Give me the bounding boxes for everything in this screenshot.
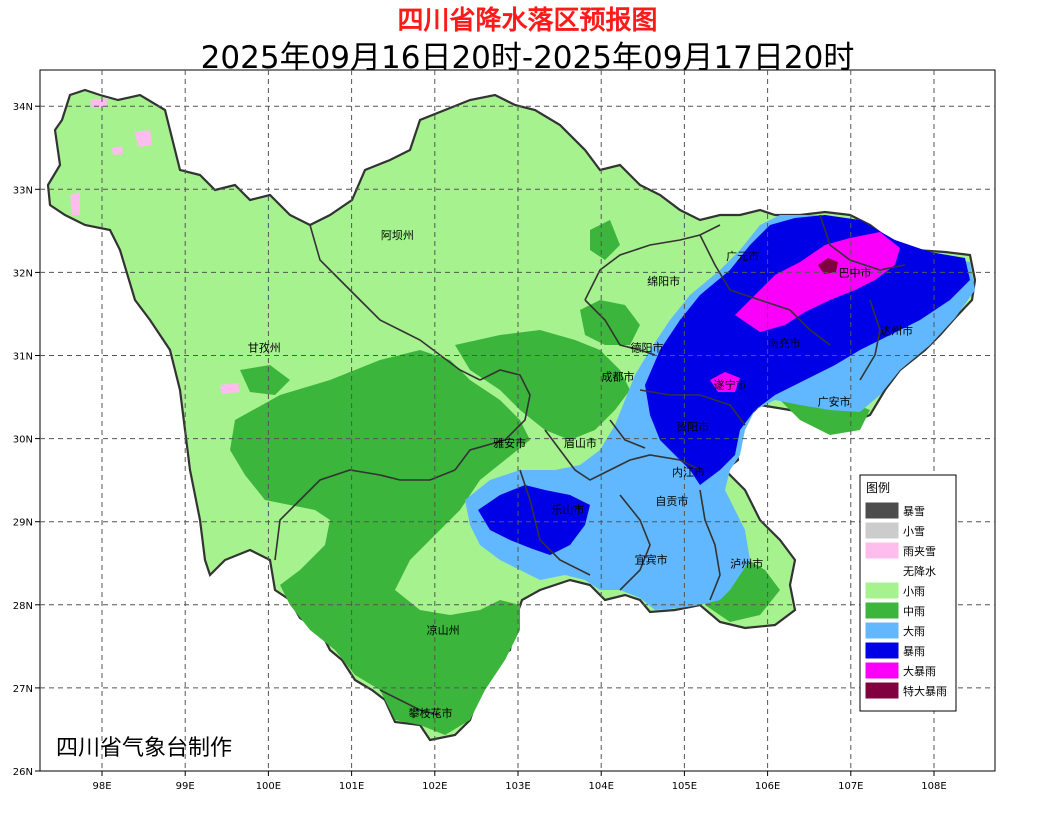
legend-label: 特大暴雨 (903, 684, 947, 698)
map-title: 四川省降水落区预报图 (397, 6, 658, 36)
legend-swatch (865, 622, 899, 639)
tick-label-lon: 104E (588, 781, 613, 792)
city-label: 广安市 (818, 394, 851, 408)
legend-swatch (865, 682, 899, 699)
legend-swatch (865, 502, 899, 519)
tick-label-lat: 33N (13, 185, 33, 196)
tick-label-lon: 101E (339, 781, 364, 792)
legend-swatch (865, 642, 899, 659)
tick-label-lon: 108E (921, 781, 946, 792)
city-label: 南充市 (768, 336, 801, 350)
rainstorm-area-south (478, 485, 590, 555)
city-label: 绵阳市 (647, 274, 680, 288)
tick-label-lon: 103E (505, 781, 530, 792)
tick-label-lat: 27N (13, 684, 33, 695)
tick-label-lat: 30N (13, 435, 33, 446)
city-label: 达州市 (880, 324, 913, 338)
tick-label-lon: 98E (92, 781, 111, 792)
sleet-spots (70, 98, 240, 394)
tick-label-lat: 26N (13, 767, 33, 778)
tick-label-lon: 105E (672, 781, 697, 792)
city-label: 德阳市 (630, 340, 663, 354)
axis-ticks: 98E 99E 100E 101E 102E 103E 104E 105E 106E 107E 10… (13, 102, 947, 792)
torrential-rain-area (735, 232, 900, 332)
legend-swatch (865, 662, 899, 679)
tick-label-lon: 99E (176, 781, 195, 792)
city-label: 宜宾市 (635, 552, 668, 566)
legend-swatch (865, 522, 899, 539)
credit-text: 四川省气象台制作 (56, 736, 233, 761)
tick-label-lon: 102E (422, 781, 447, 792)
city-label: 阿坝州 (381, 228, 414, 242)
legend-title: 图例 (866, 481, 890, 495)
city-label: 资阳市 (676, 419, 709, 433)
legend-label: 雨夹雪 (903, 545, 936, 558)
graticule (40, 70, 995, 771)
city-label: 雅安市 (493, 436, 526, 450)
legend-label: 无降水 (903, 564, 936, 578)
city-label: 甘孜州 (248, 340, 281, 354)
tick-label-lat: 29N (13, 518, 33, 529)
city-label: 遂宁市 (714, 378, 747, 392)
legend-label: 暴雨 (903, 645, 925, 658)
city-label: 自贡市 (655, 494, 688, 508)
legend-label: 中雨 (903, 605, 925, 618)
extraordinary-rainstorm-spot (818, 258, 838, 274)
city-label: 内江市 (672, 465, 705, 479)
tick-label-lat: 28N (13, 601, 33, 612)
tick-label-lat: 32N (13, 268, 33, 279)
legend-label: 大雨 (903, 624, 925, 638)
tick-label-lon: 106E (755, 781, 780, 792)
city-label: 广元市 (726, 249, 759, 263)
prefecture-boundaries (274, 214, 906, 716)
legend-label: 暴雪 (903, 505, 925, 518)
tick-label-lat: 31N (13, 352, 33, 363)
legend-swatch (865, 562, 899, 579)
legend-swatch (865, 602, 899, 619)
tick-label-lon: 100E (256, 781, 281, 792)
legend-swatch (865, 542, 899, 559)
city-label: 攀枝花市 (409, 706, 453, 720)
legend-swatch (865, 582, 899, 599)
torrential-rain-spot (710, 372, 740, 392)
city-label: 乐山市 (551, 502, 584, 516)
city-label: 巴中市 (838, 266, 871, 280)
legend-label: 大暴雨 (903, 664, 936, 678)
legend-label: 小雪 (903, 525, 925, 538)
legend-label: 小雨 (903, 585, 925, 598)
city-label: 眉山市 (564, 436, 597, 450)
city-label: 凉山州 (427, 623, 460, 637)
tick-label-lon: 107E (838, 781, 863, 792)
tick-label-lat: 34N (13, 102, 33, 113)
city-label: 成都市 (601, 369, 634, 383)
city-label: 泸州市 (730, 556, 763, 570)
